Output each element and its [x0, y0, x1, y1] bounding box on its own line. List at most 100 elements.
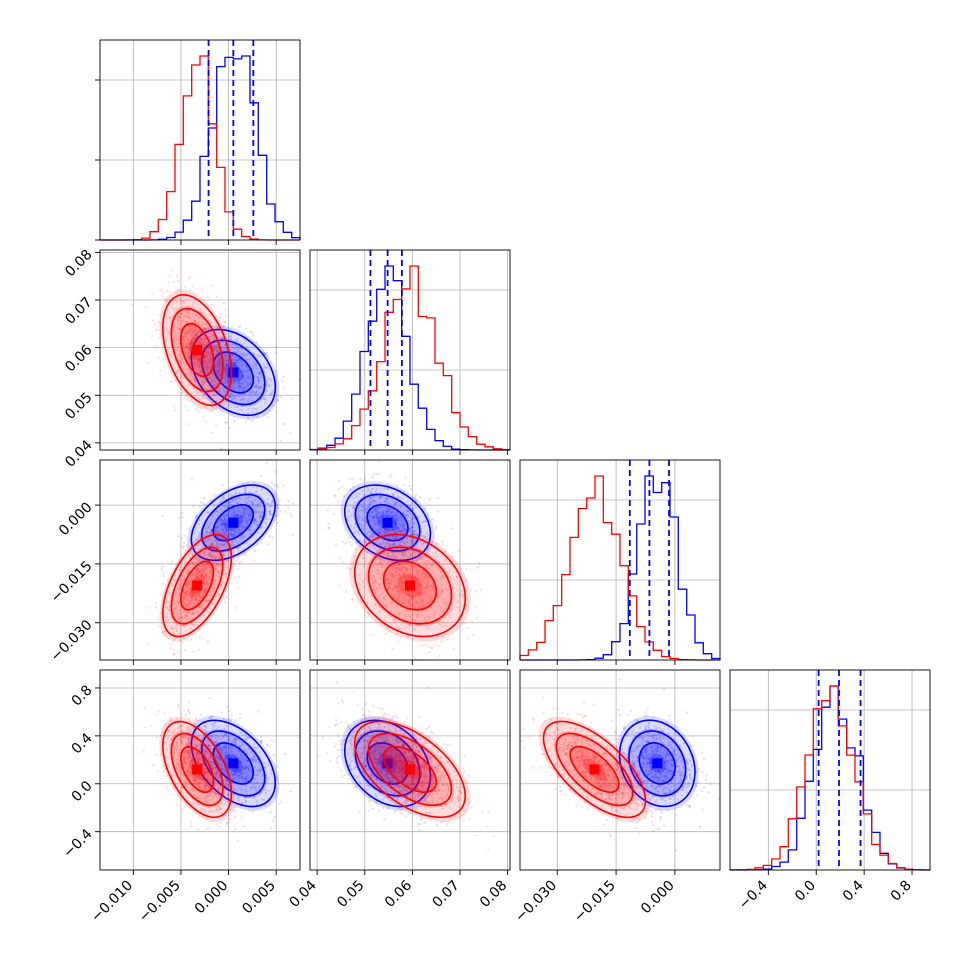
scatter-point [403, 542, 406, 545]
scatter-point [411, 507, 414, 510]
scatter-point [244, 767, 247, 770]
scatter-point [241, 777, 244, 780]
scatter-point [357, 516, 361, 519]
scatter-point [234, 351, 238, 354]
scatter-point [185, 616, 189, 619]
scatter-point [376, 510, 379, 513]
scatter-point [224, 364, 228, 367]
scatter-point [377, 566, 381, 569]
scatter-point [260, 739, 264, 743]
scatter-point [178, 568, 182, 572]
scatter-point [248, 500, 251, 503]
scatter-point [201, 332, 204, 336]
scatter-point [400, 554, 404, 557]
scatter-point [336, 500, 340, 503]
scatter-point [168, 316, 171, 319]
scatter-point [225, 354, 228, 358]
scatter-point [197, 578, 200, 581]
scatter-point [211, 714, 214, 718]
scatter-point [424, 620, 427, 624]
scatter-point [185, 330, 188, 333]
scatter-point [210, 303, 213, 307]
scatter-point [194, 550, 197, 553]
scatter-point [178, 343, 181, 346]
scatter-point [437, 596, 440, 600]
scatter-point [245, 501, 249, 505]
scatter-point [441, 597, 445, 600]
scatter-point [254, 365, 258, 368]
scatter-point [185, 344, 188, 348]
scatter-point [359, 516, 362, 519]
scatter-point [261, 539, 264, 542]
scatter-point [204, 527, 207, 530]
scatter-point [392, 557, 395, 561]
scatter-point [183, 575, 186, 578]
scatter-point [215, 376, 219, 379]
scatter-point [231, 532, 235, 536]
scatter-point [412, 550, 416, 553]
scatter-point [204, 327, 207, 330]
scatter-point [250, 491, 253, 495]
scatter-point [224, 734, 227, 737]
histogram-step [100, 55, 300, 241]
scatter-point [419, 549, 422, 552]
scatter-point [265, 366, 268, 369]
scatter-point [179, 639, 182, 642]
scatter-point [388, 475, 392, 478]
scatter-point [209, 547, 213, 550]
scatter-point [430, 541, 433, 544]
scatter-point [385, 529, 388, 533]
scatter-point [218, 374, 222, 377]
scatter-point [242, 507, 245, 510]
scatter-point [238, 531, 241, 534]
scatter-point [241, 374, 245, 378]
scatter-point [254, 537, 257, 541]
scatter-point [390, 594, 393, 597]
scatter-point [205, 537, 209, 540]
scatter-point [182, 368, 186, 372]
scatter-point [213, 538, 216, 542]
scatter-point [226, 559, 229, 562]
scatter-point [216, 557, 220, 560]
scatter-point [467, 637, 470, 640]
scatter-point [184, 548, 187, 552]
scatter-point [388, 572, 391, 576]
scatter-point [248, 527, 251, 531]
scatter-point [225, 529, 229, 532]
scatter-point [190, 595, 194, 598]
scatter-point [268, 392, 272, 396]
scatter-point [267, 543, 270, 546]
scatter-point [237, 395, 240, 398]
scatter-point [231, 540, 234, 543]
scatter-point [244, 500, 247, 504]
scatter-point [248, 368, 251, 372]
scatter-point [404, 528, 407, 531]
scatter-point [371, 633, 375, 636]
scatter-point [157, 328, 160, 332]
scatter-point [421, 598, 424, 602]
scatter-point [173, 579, 177, 583]
scatter-point [211, 515, 214, 518]
scatter-point [452, 587, 456, 590]
scatter-point [222, 558, 226, 562]
scatter-point [425, 535, 428, 539]
scatter-point [200, 608, 203, 611]
scatter-point [236, 365, 239, 368]
scatter-point [244, 790, 247, 793]
scatter-point [238, 341, 241, 344]
contour-line [354, 493, 421, 552]
scatter-point [236, 513, 239, 517]
scatter-point [246, 519, 249, 522]
scatter-point [279, 439, 282, 442]
scatter-point [394, 555, 397, 559]
scatter-point [220, 336, 223, 340]
scatter-point [241, 374, 245, 378]
scatter-point [183, 341, 186, 345]
scatter-point [392, 535, 395, 538]
scatter-point [242, 514, 245, 517]
scatter-point [388, 540, 391, 543]
scatter-point [414, 498, 417, 502]
scatter-point [171, 380, 174, 384]
scatter-point [427, 589, 430, 592]
scatter-point [199, 596, 202, 600]
